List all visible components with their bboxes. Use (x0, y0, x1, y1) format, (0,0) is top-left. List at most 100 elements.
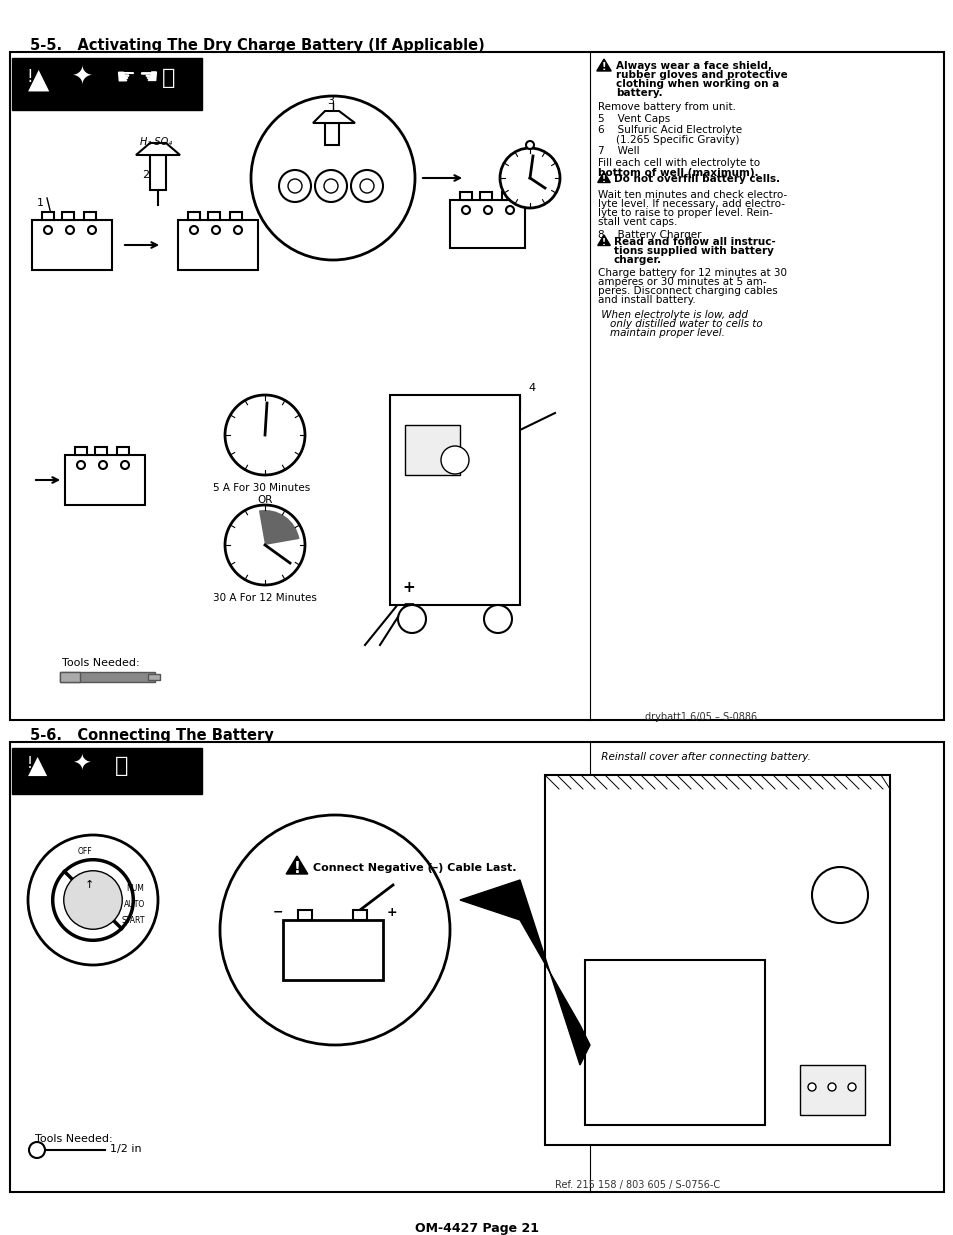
Bar (117, 447, 129, 454)
Circle shape (288, 179, 302, 193)
Circle shape (461, 206, 470, 214)
Bar (450, 200, 524, 248)
Text: Tools Needed:: Tools Needed: (35, 1134, 112, 1144)
Circle shape (29, 1142, 45, 1158)
Text: NUM: NUM (126, 884, 144, 893)
Text: 4: 4 (527, 383, 535, 393)
Text: ☚: ☚ (138, 68, 158, 88)
Circle shape (314, 170, 347, 203)
Text: Connect Negative (–) Cable Last.: Connect Negative (–) Cable Last. (313, 863, 516, 873)
Circle shape (483, 206, 492, 214)
Bar (10, 742, 943, 1192)
Text: 6    Sulfuric Acid Electrolyte: 6 Sulfuric Acid Electrolyte (598, 125, 741, 135)
Text: lyte to raise to proper level. Rein-: lyte to raise to proper level. Rein- (598, 207, 772, 219)
Text: Remove battery from unit.: Remove battery from unit. (598, 103, 735, 112)
Text: 5    Vent Caps: 5 Vent Caps (598, 114, 670, 124)
Bar (178, 220, 257, 270)
Bar (150, 156, 166, 190)
Bar (584, 960, 764, 1125)
Bar (32, 220, 112, 270)
Text: OM-4427 Page 21: OM-4427 Page 21 (415, 1221, 538, 1235)
Text: Wait ten minutes and check electro-: Wait ten minutes and check electro- (598, 190, 786, 200)
Text: START: START (122, 916, 146, 925)
Circle shape (77, 461, 85, 469)
Text: Do not overfill battery cells.: Do not overfill battery cells. (614, 174, 780, 184)
Text: clothing when working on a: clothing when working on a (616, 79, 779, 89)
Circle shape (324, 179, 337, 193)
Circle shape (99, 461, 107, 469)
Bar (297, 910, 312, 920)
Text: ⁣ Reinstall cover after connecting battery.: ⁣ Reinstall cover after connecting batte… (598, 752, 810, 762)
Text: lyte level. If necessary, add electro-: lyte level. If necessary, add electro- (598, 199, 784, 209)
Bar (65, 454, 145, 505)
Bar (10, 52, 943, 720)
Polygon shape (313, 111, 355, 124)
Text: H₂ SO₄: H₂ SO₄ (140, 137, 172, 147)
Text: ↑: ↑ (85, 881, 94, 890)
Text: Fill each cell with electrolyte to: Fill each cell with electrolyte to (598, 158, 760, 168)
Text: −: − (401, 597, 415, 613)
Bar (459, 191, 472, 200)
Text: Always wear a face shield,: Always wear a face shield, (616, 61, 771, 70)
Circle shape (212, 226, 220, 233)
Text: peres. Disconnect charging cables: peres. Disconnect charging cables (598, 287, 777, 296)
Bar (75, 447, 87, 454)
Text: ▲: ▲ (28, 65, 50, 94)
Bar (12, 58, 202, 110)
Bar (148, 674, 160, 680)
Text: −: − (273, 906, 283, 919)
Text: 〜: 〜 (115, 756, 129, 776)
Text: !: ! (27, 756, 33, 771)
Text: !: ! (601, 63, 606, 73)
Text: 30 A For 12 Minutes: 30 A For 12 Minutes (213, 593, 316, 603)
Text: +: + (401, 580, 415, 595)
Circle shape (225, 505, 305, 585)
Text: 2: 2 (142, 170, 149, 180)
Text: Read and follow all instruc-: Read and follow all instruc- (614, 237, 775, 247)
Bar (12, 748, 202, 794)
Text: only distilled water to cells to: only distilled water to cells to (609, 319, 762, 329)
Circle shape (807, 1083, 815, 1091)
Text: OFF: OFF (78, 847, 92, 856)
Circle shape (64, 871, 122, 929)
Circle shape (121, 461, 129, 469)
Bar (405, 425, 459, 475)
Text: ▲: ▲ (28, 755, 48, 778)
Text: and install battery.: and install battery. (598, 295, 695, 305)
Circle shape (66, 226, 74, 233)
Circle shape (233, 226, 242, 233)
Bar (325, 124, 338, 144)
Bar (479, 191, 492, 200)
Text: rubber gloves and protective: rubber gloves and protective (616, 70, 787, 80)
Text: Tools Needed:: Tools Needed: (62, 658, 139, 668)
Text: 3: 3 (327, 96, 334, 106)
Text: !: ! (27, 68, 33, 86)
Circle shape (499, 148, 559, 207)
Circle shape (278, 170, 311, 203)
Circle shape (440, 446, 469, 474)
Text: !: ! (601, 175, 605, 184)
Text: ✦: ✦ (71, 755, 91, 776)
Polygon shape (597, 59, 611, 70)
Circle shape (811, 867, 867, 923)
Text: ⁣ When electrolyte is low, add: ⁣ When electrolyte is low, add (598, 310, 747, 320)
Circle shape (351, 170, 382, 203)
Circle shape (525, 141, 534, 149)
Text: (1.265 Specific Gravity): (1.265 Specific Gravity) (616, 135, 739, 144)
Text: drybatt1 6/05 – S-0886: drybatt1 6/05 – S-0886 (644, 713, 757, 722)
Bar (230, 212, 242, 220)
Text: AUTO: AUTO (124, 900, 145, 909)
Circle shape (225, 395, 305, 475)
Bar (62, 212, 74, 220)
Text: Charge battery for 12 minutes at 30: Charge battery for 12 minutes at 30 (598, 268, 786, 278)
Circle shape (827, 1083, 835, 1091)
Text: bottom of well (maximum).: bottom of well (maximum). (598, 168, 758, 178)
Text: 8    Battery Charger: 8 Battery Charger (598, 230, 700, 240)
Text: Ref. 215 158 / 803 605 / S-0756-C: Ref. 215 158 / 803 605 / S-0756-C (555, 1179, 720, 1191)
Circle shape (847, 1083, 855, 1091)
Polygon shape (598, 235, 610, 246)
Text: 〜: 〜 (162, 68, 175, 88)
Bar (800, 1065, 864, 1115)
Bar (283, 920, 382, 981)
Text: amperes or 30 minutes at 5 am-: amperes or 30 minutes at 5 am- (598, 277, 766, 287)
